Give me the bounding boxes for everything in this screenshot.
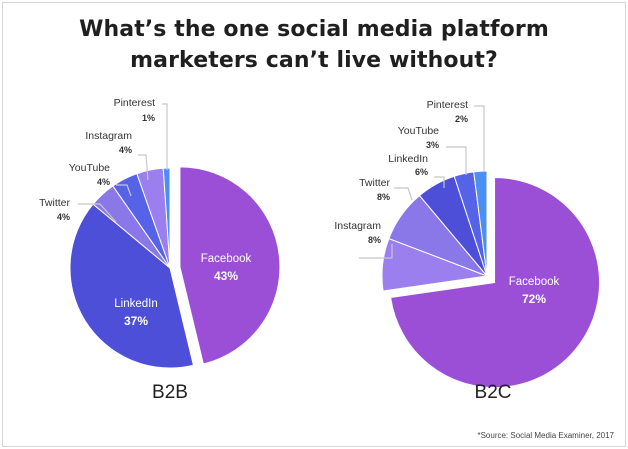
- callout-label-b2c-linkedin: LinkedIn: [388, 153, 428, 165]
- pie-slice-b2b-facebook: [179, 166, 281, 365]
- callout-line-b2c-youtube: [446, 146, 467, 175]
- callout-value-b2c-youtube: 3%: [426, 140, 439, 150]
- callout-line-b2c-pinterest: [474, 105, 485, 172]
- callout-line-b2b-pinterest: [162, 103, 168, 170]
- callout-value-b2b-twitter: 4%: [57, 212, 70, 222]
- callout-value-b2b-youtube: 4%: [97, 177, 110, 187]
- chart-title-line-1: What’s the one social media platform: [79, 17, 549, 42]
- callout-value-b2b-pinterest: 1%: [142, 113, 155, 123]
- callout-line-b2c-linkedin: [434, 176, 445, 188]
- pie-b2b: Facebook 43% LinkedIn 37% Twitter 4% YouTube 4%…: [39, 97, 281, 403]
- slice-value-b2b-facebook: 43%: [214, 269, 238, 283]
- callout-label-b2b-pinterest: Pinterest: [114, 97, 156, 109]
- pie-caption-b2b: B2B: [152, 382, 188, 403]
- callout-label-b2c-instagram: Instagram: [334, 220, 381, 232]
- slice-value-b2c-facebook: 72%: [522, 292, 546, 306]
- callout-line-b2c-instagram: [359, 244, 393, 259]
- callout-label-b2c-twitter: Twitter: [359, 177, 390, 189]
- callout-label-b2b-instagram: Instagram: [85, 130, 132, 142]
- callout-line-b2b-youtube: [116, 184, 132, 197]
- slice-label-b2c-facebook: Facebook: [509, 276, 560, 288]
- callout-line-b2c-twitter: [394, 187, 413, 201]
- callout-value-b2c-pinterest: 2%: [455, 114, 468, 124]
- callout-label-b2b-twitter: Twitter: [39, 197, 70, 209]
- callout-label-b2b-youtube: YouTube: [69, 162, 110, 174]
- pie-slice-b2c-pinterest: [473, 170, 488, 277]
- source-note: *Source: Social Media Examiner, 2017: [477, 431, 614, 440]
- callout-line-b2b-twitter: [78, 203, 117, 223]
- slice-label-b2b-facebook: Facebook: [201, 253, 252, 265]
- callout-value-b2c-linkedin: 6%: [415, 167, 428, 177]
- callout-value-b2c-twitter: 8%: [377, 192, 390, 202]
- pie-caption-b2c: B2C: [475, 382, 512, 403]
- callout-line-b2b-instagram: [138, 154, 149, 181]
- callout-value-b2c-instagram: 8%: [368, 235, 381, 245]
- slice-value-b2b-linkedin: 37%: [124, 314, 148, 328]
- callout-value-b2b-instagram: 4%: [119, 145, 132, 155]
- callout-label-b2c-pinterest: Pinterest: [427, 99, 469, 111]
- slice-label-b2b-linkedin: LinkedIn: [114, 298, 157, 310]
- pie-slice-b2b-linkedin: [69, 203, 195, 369]
- chart-title-line-2: marketers can’t live without?: [130, 48, 498, 73]
- pie-b2c: Facebook 72% Instagram 8% Twitter 8% LinkedIn 6…: [334, 99, 601, 403]
- pie-slice-b2c-facebook: [390, 177, 601, 389]
- callout-label-b2c-youtube: YouTube: [398, 125, 439, 137]
